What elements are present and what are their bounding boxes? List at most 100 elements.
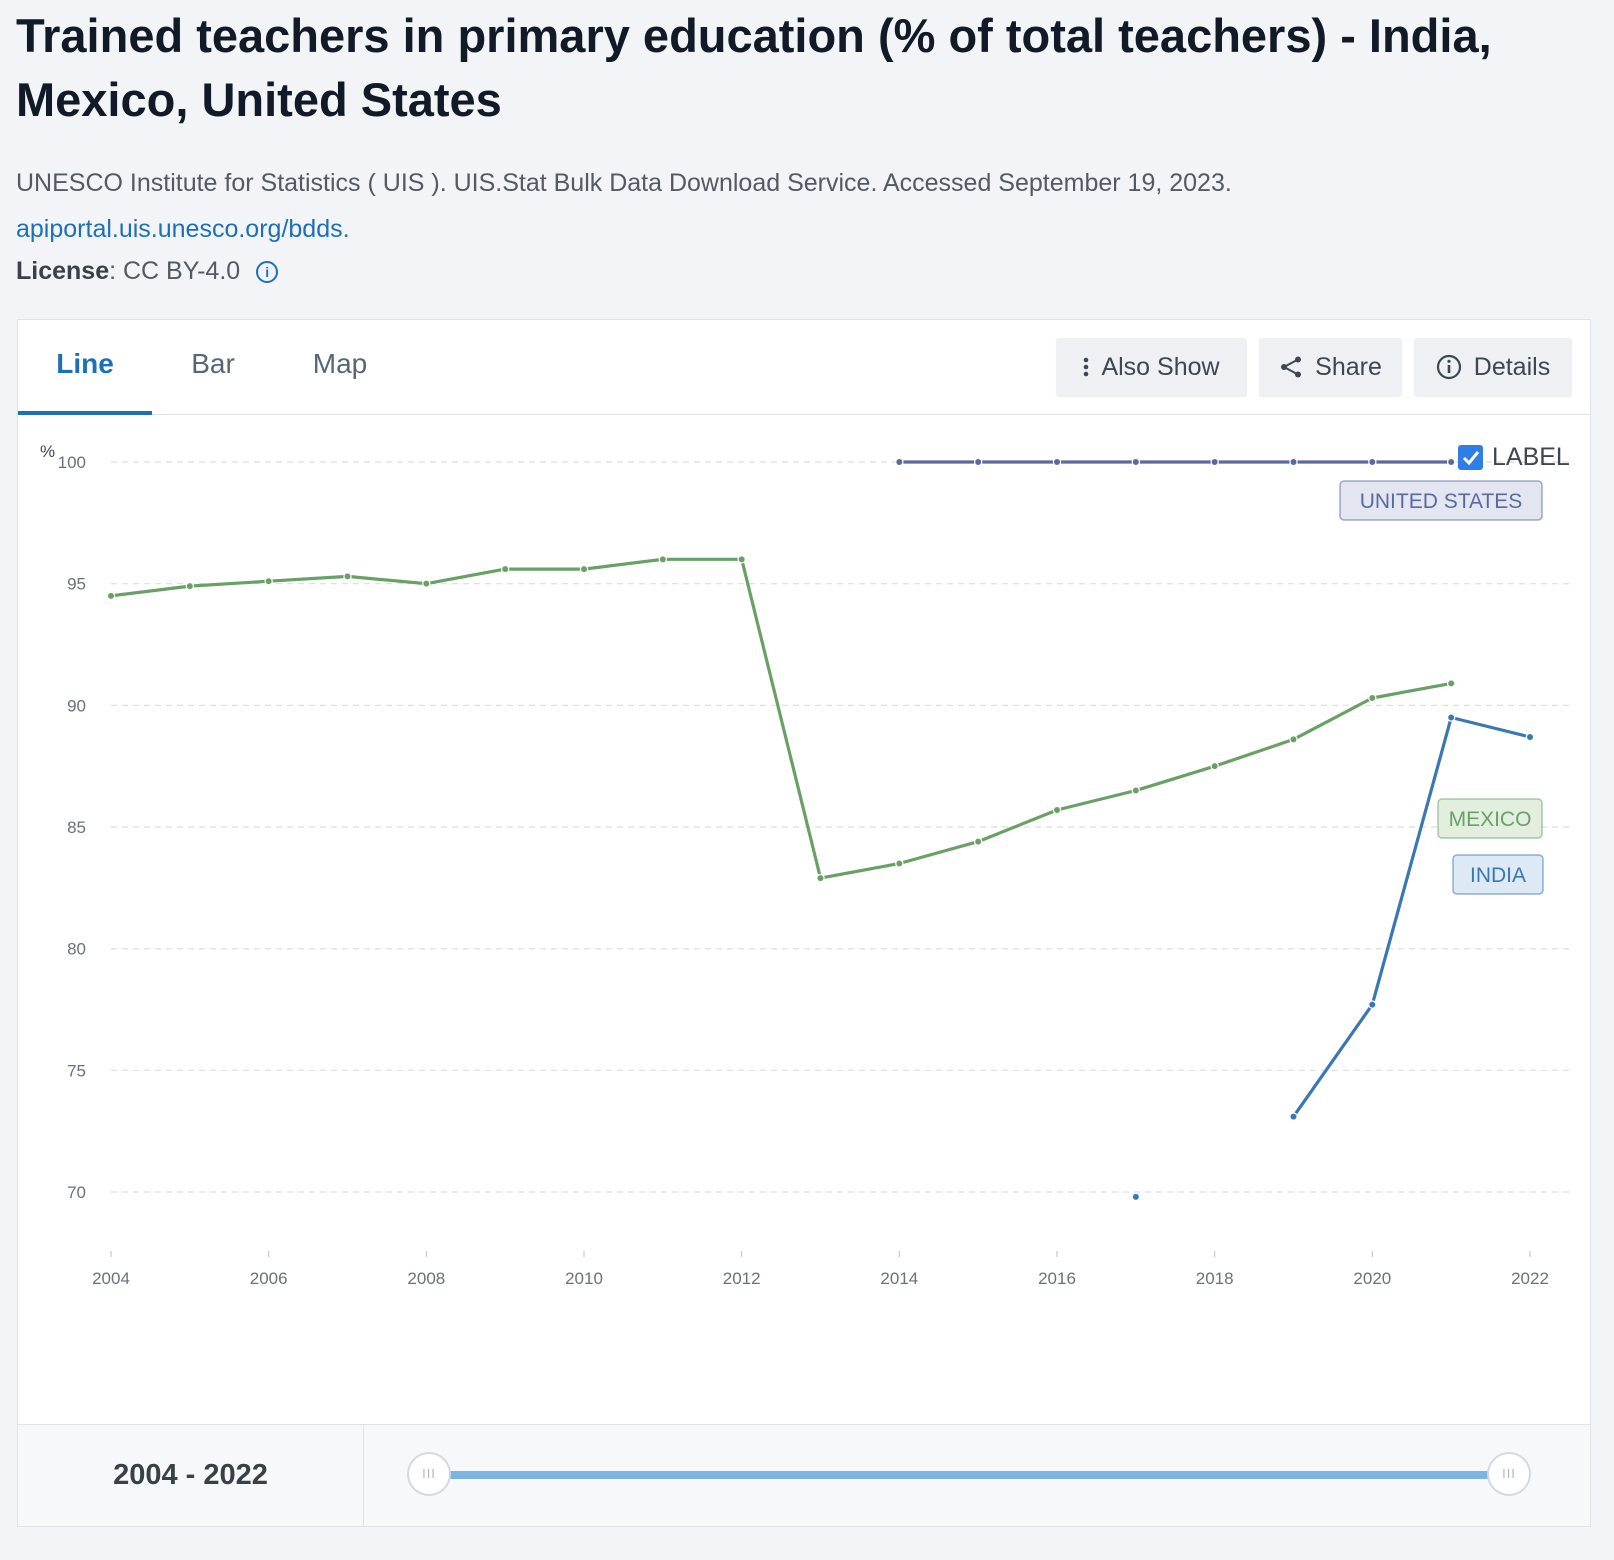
share-label: Share <box>1315 352 1382 381</box>
series-india <box>1131 713 1535 1202</box>
data-point[interactable] <box>1052 457 1062 467</box>
y-tick-label: 80 <box>67 940 86 959</box>
data-point[interactable] <box>1210 457 1219 467</box>
series-label-united-states: UNITED STATES <box>1339 480 1543 521</box>
data-point[interactable] <box>895 859 904 868</box>
y-tick-label: 70 <box>67 1183 86 1202</box>
license-label: License <box>16 257 110 285</box>
info-icon <box>1436 354 1461 380</box>
y-tick-label: 85 <box>67 818 86 837</box>
series-label-text: INDIA <box>1470 864 1526 887</box>
data-point[interactable] <box>1368 457 1377 467</box>
range-start-handle[interactable]: III <box>407 1452 451 1496</box>
data-point[interactable] <box>579 564 589 574</box>
chart-card: Line Bar Map Also Show Share Details <box>17 319 1591 1527</box>
x-tick-label: 2022 <box>1511 1269 1549 1288</box>
share-button[interactable]: Share <box>1259 338 1402 396</box>
range-label: 2004 - 2022 <box>18 1425 364 1526</box>
x-tick-label: 2014 <box>880 1269 918 1288</box>
data-point[interactable] <box>1210 761 1219 771</box>
data-point[interactable] <box>737 555 746 564</box>
vertical-dots-icon <box>1084 357 1089 377</box>
page-title: Trained teachers in primary education (%… <box>16 9 1492 126</box>
x-tick-label: 2012 <box>723 1269 761 1288</box>
data-point[interactable] <box>1131 786 1141 795</box>
data-point[interactable] <box>1289 1112 1298 1121</box>
x-tick-label: 2018 <box>1196 1269 1234 1288</box>
x-tick-label: 2006 <box>250 1269 288 1288</box>
series-label-box <box>1437 798 1543 839</box>
series-label-box <box>1452 854 1544 895</box>
info-icon[interactable]: i <box>256 260 279 283</box>
data-point[interactable] <box>895 457 904 467</box>
data-point[interactable] <box>422 579 431 588</box>
range-end-handle[interactable]: III <box>1487 1452 1531 1496</box>
series-label-india: INDIA <box>1452 854 1544 895</box>
details-button[interactable]: Details <box>1414 338 1572 396</box>
data-point[interactable] <box>185 581 195 591</box>
series-label-box <box>1339 480 1543 521</box>
data-point[interactable] <box>500 564 510 574</box>
series-labels: UNITED STATES MEXICO INDIA <box>1339 480 1544 895</box>
data-point[interactable] <box>1525 732 1535 742</box>
tab-map[interactable]: Map <box>312 348 368 379</box>
details-label: Details <box>1473 352 1551 381</box>
chart-series <box>106 457 1535 1202</box>
series-united-states <box>895 457 1456 467</box>
data-point[interactable] <box>1289 457 1298 467</box>
label-toggle-text: LABEL <box>1492 443 1570 471</box>
chart-tabs: Line Bar Map Also Show Share Details <box>18 320 1590 415</box>
x-tick-label: 2010 <box>565 1269 603 1288</box>
range-footer: 2004 - 2022 III III <box>18 1424 1590 1526</box>
series-label-text: MEXICO <box>1449 808 1532 831</box>
data-point[interactable] <box>1131 1192 1141 1202</box>
source-link[interactable]: apiportal.uis.unesco.org/bdds. <box>16 215 350 243</box>
data-point[interactable] <box>1368 1000 1377 1009</box>
checkmark-icon <box>1462 451 1480 466</box>
source-citation: UNESCO Institute for Statistics ( UIS ).… <box>16 160 1576 252</box>
data-point[interactable] <box>973 457 983 467</box>
data-point[interactable] <box>1289 735 1298 744</box>
series-line <box>110 557 1452 880</box>
line-chart: 70 75 80 85 90 95 100 2004 2006 2008 2010 2012 2014… <box>40 442 1574 1288</box>
x-tick-label: 2020 <box>1353 1269 1391 1288</box>
x-tick-label: 2008 <box>407 1269 445 1288</box>
also-show-button[interactable]: Also Show <box>1056 338 1247 396</box>
series-line <box>1292 715 1531 1118</box>
also-show-label: Also Show <box>1101 352 1220 381</box>
data-point[interactable] <box>1052 805 1062 815</box>
data-point[interactable] <box>264 577 273 586</box>
series-label-text: UNITED STATES <box>1360 490 1523 513</box>
source-text: UNESCO Institute for Statistics ( UIS ).… <box>16 169 1232 197</box>
data-point[interactable] <box>816 873 825 883</box>
data-point[interactable] <box>1446 679 1456 688</box>
range-slider-track[interactable] <box>429 1471 1509 1479</box>
y-tick-label: 90 <box>67 696 86 715</box>
label-checkbox[interactable] <box>1458 445 1483 470</box>
data-point[interactable] <box>343 572 352 581</box>
license-row: License : CC BY-4.0 i <box>16 257 279 286</box>
y-tick-label: 100 <box>58 453 86 472</box>
series-mexico <box>106 555 1456 883</box>
y-axis: 70 75 80 85 90 95 100 <box>58 453 86 1202</box>
tab-line[interactable]: Line <box>18 320 152 415</box>
x-axis: 2004 2006 2008 2010 2012 2014 2016 2018 2020 2022 <box>92 1251 1549 1288</box>
share-icon <box>1281 356 1302 378</box>
chart-grid <box>111 461 1574 1193</box>
data-point[interactable] <box>106 591 116 601</box>
data-point[interactable] <box>1131 457 1141 467</box>
series-label-mexico: MEXICO <box>1437 798 1543 839</box>
license-value: : CC BY-4.0 <box>109 257 241 285</box>
y-tick-label: 75 <box>67 1061 86 1080</box>
x-tick-label: 2016 <box>1038 1269 1076 1288</box>
tab-bar[interactable]: Bar <box>191 348 235 379</box>
data-point[interactable] <box>973 837 983 846</box>
label-toggle[interactable]: LABEL <box>1458 443 1570 471</box>
data-point[interactable] <box>1368 693 1377 703</box>
y-axis-label: % <box>40 442 55 461</box>
data-point[interactable] <box>1446 457 1456 467</box>
x-tick-label: 2004 <box>92 1269 130 1288</box>
y-tick-label: 95 <box>67 575 86 594</box>
data-point[interactable] <box>1446 713 1456 722</box>
data-point[interactable] <box>658 555 668 564</box>
